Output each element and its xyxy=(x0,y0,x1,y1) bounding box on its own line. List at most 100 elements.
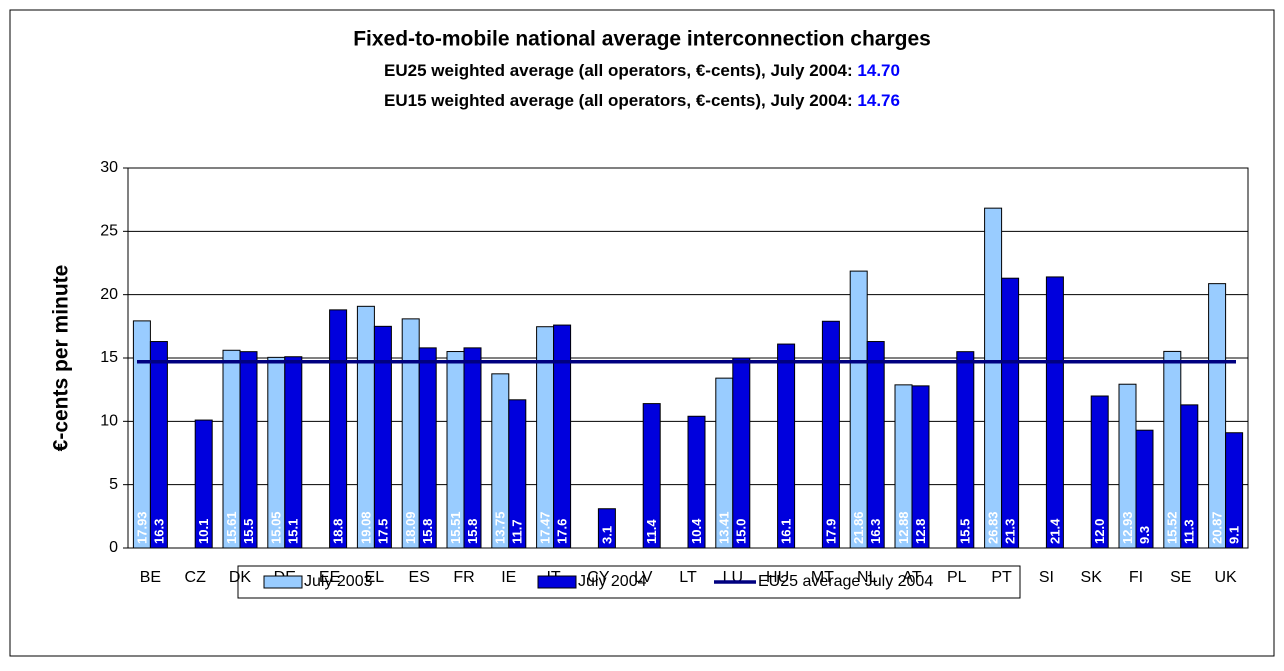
x-tick-label: HU xyxy=(766,569,789,586)
x-tick-label: SK xyxy=(1081,569,1103,586)
bar xyxy=(194,419,213,549)
legend-label: July 2003 xyxy=(304,573,373,590)
x-tick-label: NL xyxy=(857,569,878,586)
y-tick-label: 30 xyxy=(100,159,118,176)
y-tick-label: 20 xyxy=(100,286,118,303)
bar xyxy=(1090,395,1109,549)
data-label: 15.0 xyxy=(734,519,749,544)
x-tick-label: SI xyxy=(1039,569,1054,586)
x-tick-label: DK xyxy=(229,569,252,586)
data-label: 19.08 xyxy=(358,511,373,544)
y-tick-label: 0 xyxy=(109,539,118,556)
bar xyxy=(642,403,661,549)
data-label: 18.09 xyxy=(403,511,418,544)
y-tick-label: 15 xyxy=(100,349,118,366)
subtitle-value: 14.76 xyxy=(857,91,900,110)
bar xyxy=(1045,276,1064,549)
x-tick-label: EL xyxy=(365,569,385,586)
x-tick-label: CY xyxy=(587,569,610,586)
chart-title: Fixed-to-mobile national average interco… xyxy=(353,28,931,51)
bar xyxy=(984,207,1003,549)
bar xyxy=(777,343,796,549)
data-label: 17.9 xyxy=(823,519,838,544)
data-label: 15.51 xyxy=(448,511,463,544)
x-tick-label: FR xyxy=(453,569,474,586)
bar xyxy=(463,347,482,549)
bar xyxy=(329,309,348,549)
x-tick-label: LT xyxy=(679,569,697,586)
data-label: 3.1 xyxy=(599,526,614,544)
subtitle-text: EU25 weighted average (all operators, €-… xyxy=(384,61,857,80)
bar xyxy=(1135,429,1154,549)
x-tick-label: SE xyxy=(1170,569,1191,586)
data-label: 15.61 xyxy=(224,511,239,544)
data-label: 9.1 xyxy=(1227,526,1242,544)
bar xyxy=(149,341,168,549)
bar xyxy=(687,415,706,549)
data-label: 13.41 xyxy=(717,511,732,544)
data-label: 21.4 xyxy=(1047,518,1062,544)
bar xyxy=(911,385,930,549)
x-tick-label: LV xyxy=(634,569,653,586)
subtitle-text: EU15 weighted average (all operators, €-… xyxy=(384,91,857,110)
subtitle: EU15 weighted average (all operators, €-… xyxy=(384,91,900,110)
data-label: 12.8 xyxy=(913,519,928,544)
bar xyxy=(508,399,527,549)
data-label: 11.4 xyxy=(644,519,659,544)
data-label: 20.87 xyxy=(1210,511,1225,544)
bar xyxy=(373,325,392,549)
x-tick-label: IE xyxy=(501,569,516,586)
data-label: 18.8 xyxy=(331,519,346,544)
legend-label: EU25 average July 2004 xyxy=(758,573,933,590)
bar xyxy=(239,351,258,549)
x-tick-label: BE xyxy=(140,569,161,586)
x-tick-label: UK xyxy=(1214,569,1237,586)
subtitle-value: 14.70 xyxy=(857,61,900,80)
data-label: 17.47 xyxy=(538,511,553,544)
data-label: 10.4 xyxy=(689,518,704,544)
data-label: 15.5 xyxy=(958,519,973,544)
data-label: 16.3 xyxy=(151,519,166,544)
bar xyxy=(866,341,885,549)
y-tick-label: 25 xyxy=(100,223,118,240)
data-label: 15.8 xyxy=(420,519,435,544)
x-tick-label: ES xyxy=(409,569,430,586)
data-label: 15.8 xyxy=(465,519,480,544)
data-label: 17.93 xyxy=(134,511,149,544)
data-label: 15.1 xyxy=(286,519,301,544)
legend-swatch xyxy=(263,575,303,589)
x-tick-label: AT xyxy=(902,569,921,586)
y-tick-label: 10 xyxy=(100,413,118,430)
data-label: 17.6 xyxy=(555,519,570,544)
subtitle: EU25 weighted average (all operators, €-… xyxy=(384,61,900,80)
y-axis-label: €-cents per minute xyxy=(50,265,73,452)
legend-label: July 2004 xyxy=(578,573,647,590)
bar xyxy=(1208,283,1227,549)
data-label: 11.3 xyxy=(1182,519,1197,544)
bar xyxy=(732,357,751,549)
bar xyxy=(821,320,840,549)
y-tick-label: 5 xyxy=(109,476,118,493)
x-tick-label: FI xyxy=(1129,569,1143,586)
data-label: 12.0 xyxy=(1092,519,1107,544)
bar xyxy=(1180,404,1199,549)
x-tick-label: PL xyxy=(947,569,967,586)
x-tick-label: MT xyxy=(811,569,834,586)
data-label: 15.52 xyxy=(1165,511,1180,544)
data-label: 9.3 xyxy=(1137,526,1152,544)
data-label: 10.1 xyxy=(196,519,211,544)
bar xyxy=(418,347,437,549)
x-tick-label: EE xyxy=(319,569,340,586)
x-tick-label: CZ xyxy=(185,569,207,586)
data-label: 21.3 xyxy=(1003,519,1018,544)
data-label: 16.1 xyxy=(779,519,794,544)
x-tick-label: PT xyxy=(991,569,1012,586)
bar xyxy=(553,324,572,549)
data-label: 12.93 xyxy=(1120,511,1135,544)
data-label: 15.05 xyxy=(269,511,284,544)
legend-swatch xyxy=(537,575,577,589)
bar xyxy=(1225,432,1244,549)
bar xyxy=(849,270,868,549)
data-label: 16.3 xyxy=(868,519,883,544)
data-label: 12.88 xyxy=(896,511,911,544)
